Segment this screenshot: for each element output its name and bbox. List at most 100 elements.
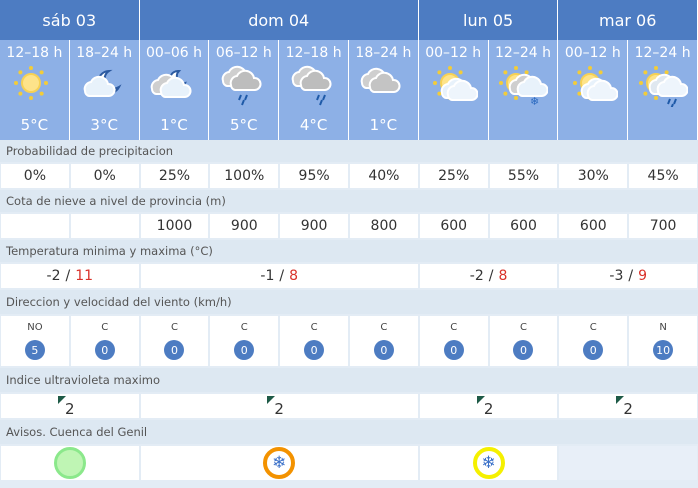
- period-time: 00–12 h: [425, 45, 482, 61]
- uv-cell: 2: [559, 394, 697, 418]
- uv-level-icon: [616, 396, 625, 404]
- alert-cell[interactable]: [1, 446, 139, 480]
- period-cell: 00–12 h: [419, 40, 489, 140]
- alert-cell[interactable]: ❄: [140, 446, 418, 480]
- precip-value: 25%: [140, 164, 209, 188]
- alert-cell: [559, 446, 697, 480]
- temp-sep: /: [628, 268, 634, 284]
- temp-min: -2: [469, 268, 484, 284]
- wind-cell: N 10: [629, 316, 697, 366]
- temp-sep: /: [488, 268, 494, 284]
- wind-direction: C: [450, 322, 458, 333]
- period-cell: 18–24 h 1°C: [349, 40, 419, 140]
- temp-range: -3/9: [559, 264, 697, 288]
- day-header[interactable]: sáb 03: [0, 0, 140, 40]
- snow-value: 900: [280, 214, 348, 238]
- alert-green-badge[interactable]: [53, 447, 86, 479]
- temp-sep: /: [279, 268, 285, 284]
- temp-max: 9: [638, 268, 647, 284]
- period-time: 12–18 h: [285, 45, 342, 61]
- temp-range: -1/8: [140, 264, 418, 288]
- day-header-row: sáb 03 dom 04 lun 05 mar 06: [0, 0, 698, 40]
- uv-cell: 2: [419, 394, 558, 418]
- wind-speed-badge: 0: [373, 340, 394, 360]
- snow-value: [70, 214, 139, 238]
- uv-row: 2 2 2 2: [0, 394, 698, 418]
- period-cell: 12–24 h: [628, 40, 698, 140]
- temp-max: 11: [75, 268, 94, 284]
- wind-speed-badge: 0: [94, 340, 115, 360]
- alert-yellow-badge[interactable]: ❄: [472, 447, 505, 479]
- day-header[interactable]: dom 04: [140, 0, 419, 40]
- heavy-rain-icon: [209, 65, 278, 107]
- snow-value: 1000: [140, 214, 209, 238]
- uv-cell: 2: [1, 394, 139, 418]
- day-header[interactable]: mar 06: [558, 0, 698, 40]
- sun-clouds-icon: [558, 65, 627, 107]
- uv-level-icon: [267, 396, 276, 404]
- period-cell: 00–06 h 1°C: [140, 40, 210, 140]
- snow-value: [1, 214, 69, 238]
- snow-clouds-icon: ❄: [489, 65, 558, 107]
- period-row: 12–18 h 5°C 18–24 h 3°C 00–06 h 1°C 06–12 h 5°C…: [0, 40, 698, 140]
- temp-min: -3: [609, 268, 624, 284]
- uv-level-icon: [57, 396, 66, 404]
- period-time: 00–06 h: [146, 45, 202, 61]
- wind-direction: N: [659, 322, 667, 333]
- rain-icon: [279, 65, 348, 107]
- precip-value: 0%: [70, 164, 139, 188]
- precip-value: 45%: [629, 164, 697, 188]
- period-temp: 3°C: [90, 116, 118, 134]
- period-time: 12–18 h: [6, 45, 63, 61]
- uv-value: 2: [65, 400, 75, 418]
- period-cell: 18–24 h 3°C: [70, 40, 140, 140]
- period-time: 00–12 h: [564, 45, 621, 61]
- wind-direction: C: [380, 322, 388, 333]
- wind-direction: NO: [27, 322, 43, 333]
- temp-row: -2/11 -1/8 -2/8 -3/9: [0, 264, 698, 288]
- alert-cell[interactable]: ❄: [419, 446, 558, 480]
- wind-direction: C: [171, 322, 178, 333]
- uv-value: 2: [274, 400, 284, 418]
- period-time: 12–24 h: [634, 45, 691, 61]
- snow-label: Cota de nieve a nivel de provincia (m): [0, 190, 698, 212]
- day-header[interactable]: lun 05: [419, 0, 559, 40]
- moon-clouds-icon: [140, 65, 209, 107]
- snow-row: 1000 900 900 800 600 600 600 700: [0, 214, 698, 238]
- uv-value: 2: [483, 400, 494, 418]
- alerts-row: ❄ ❄: [0, 446, 698, 480]
- alert-orange-badge[interactable]: ❄: [263, 447, 296, 479]
- wind-direction: C: [589, 322, 597, 333]
- clouds-icon: [349, 65, 418, 107]
- wind-speed-badge: 0: [164, 340, 185, 360]
- uv-level-icon: [476, 396, 485, 404]
- wind-speed-badge: 0: [513, 340, 534, 360]
- wind-speed-badge: 10: [653, 340, 674, 360]
- snowflake-icon: ❄: [481, 453, 496, 473]
- precip-value: 55%: [489, 164, 558, 188]
- temp-max: 8: [498, 268, 508, 284]
- period-cell: 12–18 h 5°C: [0, 40, 70, 140]
- period-time: 18–24 h: [76, 45, 133, 61]
- wind-row: NO 5 C 0 C 0 C 0 C 0 C 0 C 0 C 0 C 0 N 10: [0, 316, 698, 366]
- period-cell: 12–18 h 4°C: [279, 40, 349, 140]
- uv-label: Indice ultravioleta maximo: [0, 368, 698, 392]
- wind-speed-badge: 0: [583, 340, 604, 360]
- svg-text:❄: ❄: [530, 95, 539, 107]
- temp-range: -2/11: [1, 264, 139, 288]
- temp-range: -2/8: [419, 264, 558, 288]
- snowflake-icon: ❄: [272, 453, 287, 473]
- wind-direction: C: [520, 322, 527, 333]
- wind-direction: C: [240, 322, 248, 333]
- temp-max: 8: [289, 268, 298, 284]
- period-temp: 4°C: [299, 116, 328, 134]
- wind-cell: NO 5: [1, 316, 69, 366]
- temp-min: -2: [46, 268, 61, 284]
- temp-min: -1: [260, 268, 275, 284]
